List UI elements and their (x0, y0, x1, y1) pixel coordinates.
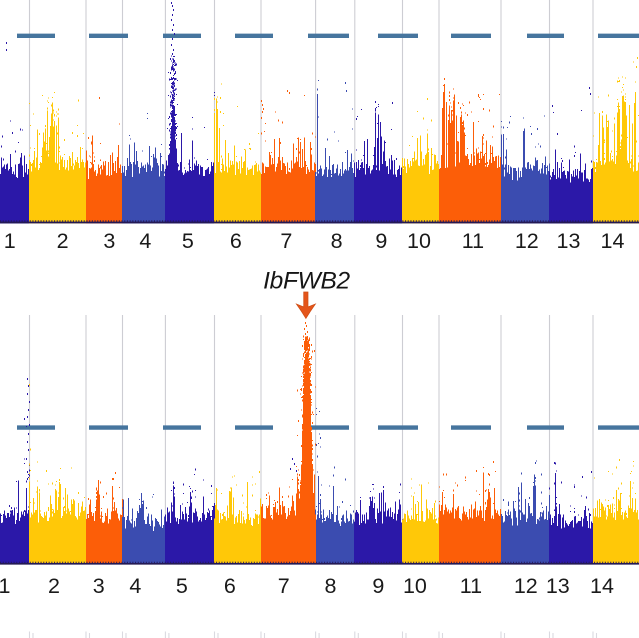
svg-text:11: 11 (460, 574, 482, 598)
svg-text:4: 4 (139, 229, 151, 253)
svg-text:9: 9 (375, 229, 387, 253)
svg-text:11: 11 (462, 229, 484, 253)
svg-text:4: 4 (129, 574, 141, 598)
svg-text:13: 13 (557, 229, 581, 253)
svg-text:6: 6 (230, 229, 242, 253)
svg-text:7: 7 (280, 229, 292, 253)
svg-text:5: 5 (176, 574, 188, 598)
svg-text:8: 8 (331, 229, 343, 253)
svg-text:3: 3 (93, 574, 105, 598)
svg-text:12: 12 (515, 229, 539, 253)
svg-text:2: 2 (57, 229, 69, 253)
svg-text:12: 12 (514, 574, 538, 598)
svg-text:10: 10 (407, 229, 431, 253)
svg-text:14: 14 (590, 574, 614, 598)
svg-text:9: 9 (372, 574, 384, 598)
svg-text:14: 14 (601, 229, 625, 253)
svg-text:2: 2 (48, 574, 60, 598)
svg-text:5: 5 (182, 229, 194, 253)
svg-text:1: 1 (4, 229, 16, 253)
svg-text:6: 6 (224, 574, 236, 598)
svg-text:10: 10 (403, 574, 427, 598)
svg-text:7: 7 (278, 574, 290, 598)
svg-text:13: 13 (546, 574, 570, 598)
svg-text:1: 1 (0, 574, 10, 598)
svg-text:IbFWB2: IbFWB2 (263, 268, 350, 295)
svg-text:3: 3 (103, 229, 115, 253)
svg-text:8: 8 (325, 574, 337, 598)
